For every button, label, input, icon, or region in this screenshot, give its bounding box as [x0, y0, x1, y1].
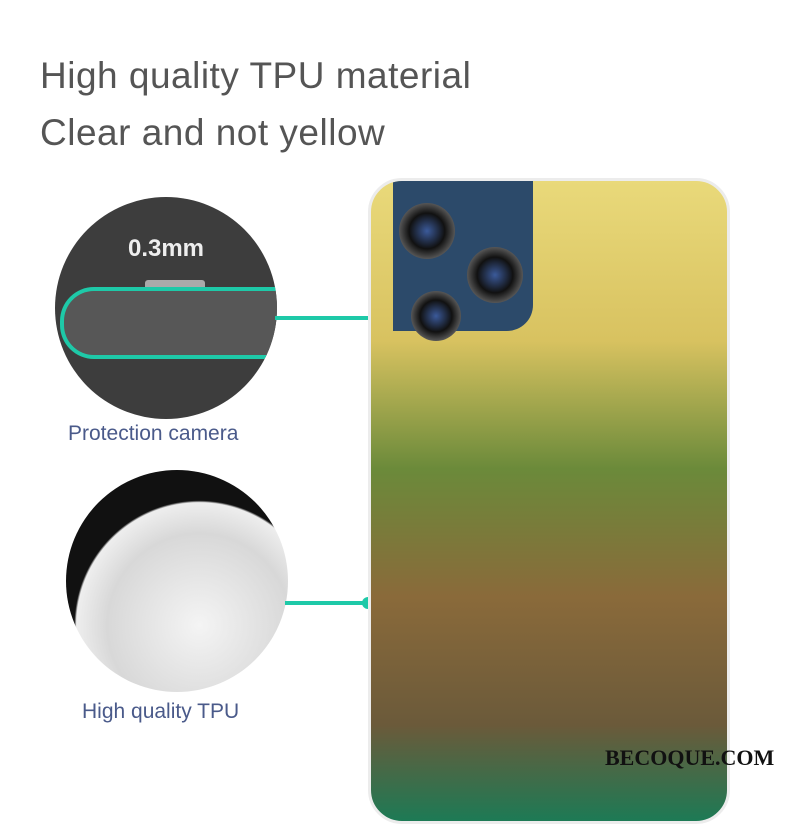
camera-label: Protection camera	[68, 422, 239, 445]
phone-case-image	[368, 178, 730, 824]
watermark: BECOQUE.COM	[605, 745, 775, 770]
headline-line1: High quality TPU material	[40, 55, 472, 96]
headline-line2: Clear and not yellow	[40, 112, 386, 153]
camera-lens	[411, 291, 461, 341]
camera-protection-detail: 0.3mm	[55, 197, 277, 419]
case-edge-diagram	[60, 287, 277, 359]
camera-module	[393, 181, 533, 341]
camera-lens	[399, 203, 455, 259]
tpu-material-image	[66, 470, 288, 692]
tpu-label: High quality TPU	[82, 700, 240, 723]
thickness-label: 0.3mm	[127, 235, 205, 262]
lens-ridge	[145, 280, 205, 290]
callout-line-camera	[275, 316, 420, 320]
camera-lens	[467, 247, 523, 303]
callout-line-tpu	[285, 601, 370, 605]
